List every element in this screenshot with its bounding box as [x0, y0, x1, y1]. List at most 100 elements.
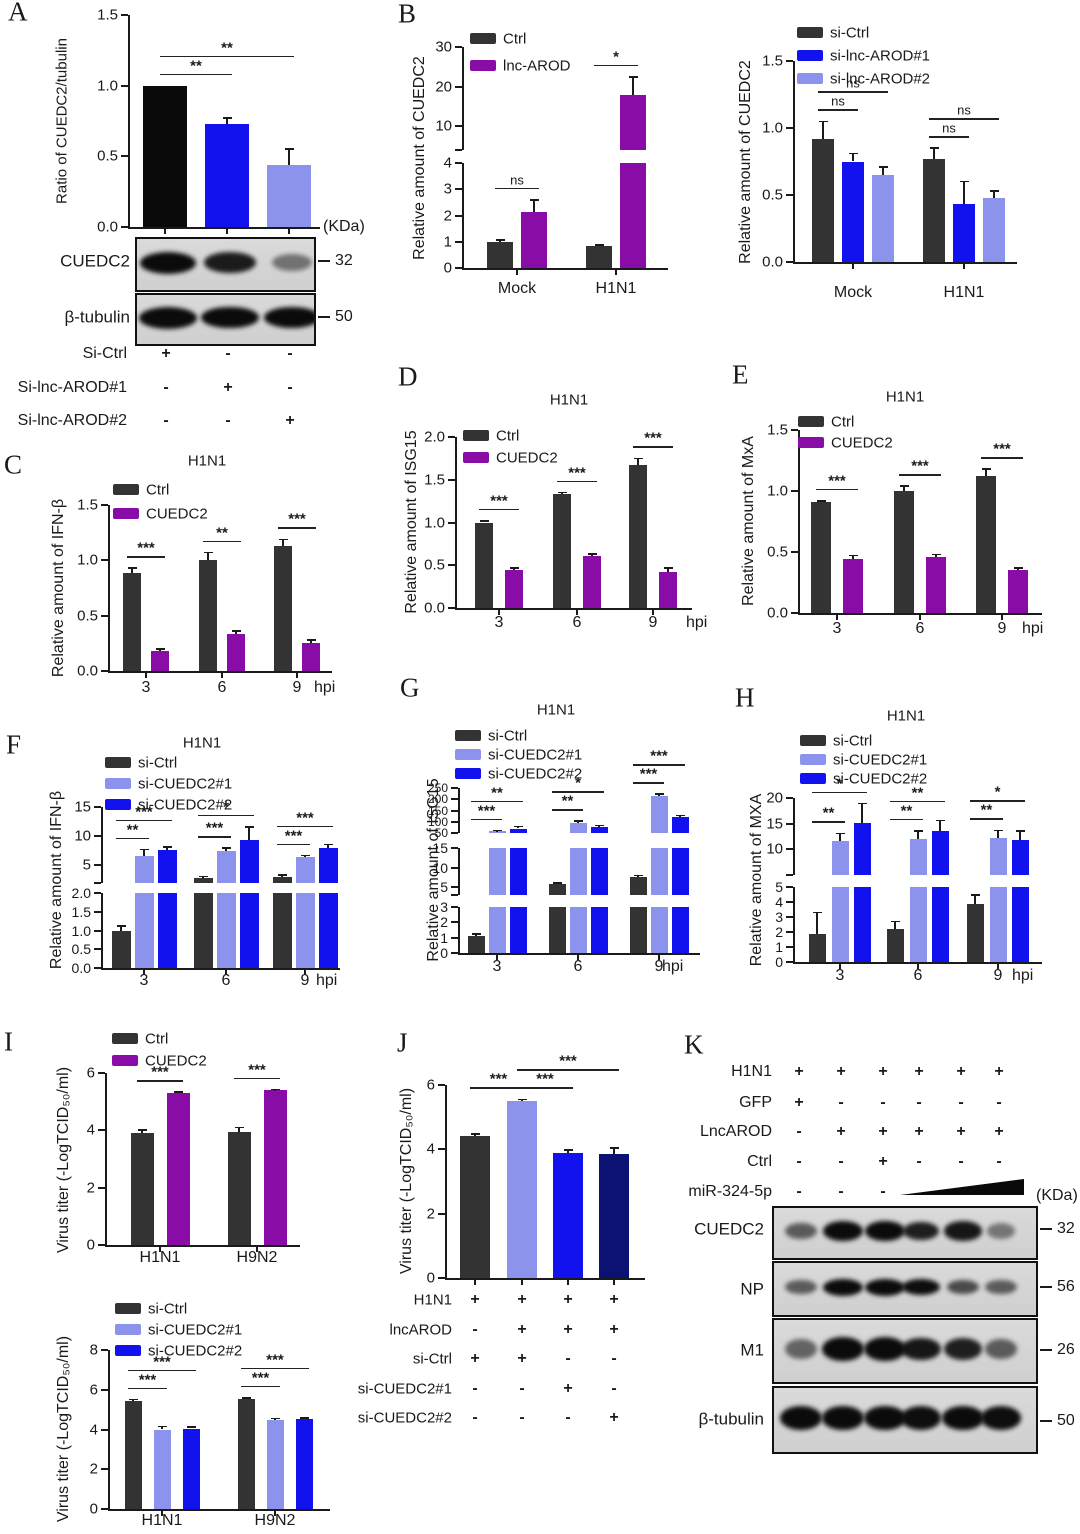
panel-F-y-tick-label: 0.5 [71, 941, 91, 958]
panel-C-error-bar [159, 648, 161, 652]
panel-I2-bar [266, 1419, 284, 1509]
panel-K-blots-marker-label: 50 [1057, 1412, 1075, 1429]
panel-J-y-tick-label: 6 [426, 1076, 435, 1094]
panel-I2-x-tick [274, 1511, 276, 1516]
panel-B1-y-tick-label: 10 [435, 117, 452, 135]
panel-C-x-tick [221, 673, 223, 678]
panel-I1-y-axis-label: Virus titer (-LogTCID₅₀/ml) [55, 1066, 72, 1254]
panel-A-conditions-row-label: Si-lnc-AROD#2 [17, 412, 127, 429]
panel-B2-sig-label: ns [846, 75, 860, 91]
panel-I2-y-tick [101, 1388, 108, 1391]
panel-J-conditions-row-label: lncAROD [389, 1321, 452, 1339]
panel-F-y-axis-label: Relative amount of IFN-β [48, 790, 65, 970]
panel-D-category-label: 9 [648, 614, 658, 631]
panel-H-y-tick [786, 931, 793, 933]
panel-B2-x-tick [852, 264, 854, 269]
panel-F-legend-swatch [105, 757, 131, 768]
panel-C-y-axis-label: Relative amount of IFN-β [50, 498, 67, 678]
panel-C-y-tick [101, 614, 108, 617]
panel-E-x-axis-unit-label: hpi [1022, 620, 1044, 637]
panel-D-sig-line [633, 446, 673, 448]
panel-C-bar [123, 572, 141, 671]
panel-I2-y-tick-label: 6 [89, 1381, 98, 1399]
panel-K-blots-band [946, 1279, 980, 1295]
panel-D-x-tick [652, 610, 654, 615]
panel-G-error-bar-cap [573, 820, 583, 822]
panel-F-x-tick [304, 970, 306, 975]
panel-F-error-bar-cap [139, 848, 149, 851]
panel-H-error-bar [839, 833, 841, 841]
panel-F-sig-label: * [223, 798, 229, 816]
panel-B2-category-label: H1N1 [943, 284, 985, 301]
panel-H-error-bar [861, 803, 863, 824]
panel-H-bar [831, 887, 849, 962]
panel-I1-legend-swatch [112, 1033, 138, 1044]
panel-A-blots-band [204, 252, 256, 273]
panel-G-y-tick [451, 936, 458, 939]
panel-E-x-axis [798, 613, 1042, 615]
panel-letter-A: A [8, 0, 28, 27]
panel-A-blots-protein-label: β-tubulin [64, 307, 130, 327]
panel-E-error-bar [935, 554, 937, 557]
panel-G-y-tick [451, 798, 458, 801]
panel-G-sig-label: *** [650, 747, 668, 765]
panel-G-y-axis [458, 907, 460, 953]
panel-letter-I: I [4, 1026, 13, 1057]
panel-C-sig-line [278, 527, 316, 529]
panel-H-y-tick [786, 797, 793, 799]
panel-J-error-bar-cap [609, 1146, 619, 1149]
panel-H-bar [931, 830, 949, 875]
panel-I2-error-bar-cap [299, 1416, 309, 1419]
panel-E-error-bar-cap [848, 554, 858, 557]
panel-J-conditions-row-label: si-CUEDC2#1 [357, 1380, 452, 1398]
panel-I1-y-tick-label: 0 [86, 1236, 95, 1254]
panel-K-conditions-cell: - [796, 1183, 802, 1200]
panel-C-error-bar-cap [231, 630, 241, 632]
panel-J-conditions-cell: - [565, 1409, 571, 1426]
panel-I2-sig-line [128, 1369, 196, 1372]
panel-C-legend-label: CUEDC2 [146, 505, 208, 523]
panel-F-error-bar [248, 826, 250, 840]
panel-E-legend-swatch [798, 416, 824, 427]
panel-B1-y-tick-label: 0 [443, 259, 452, 277]
panel-letter-B: B [398, 0, 417, 29]
panel-letter-E: E [732, 359, 749, 390]
panel-K-conditions-cell: + [878, 1123, 888, 1140]
panel-F-y-tick [94, 892, 101, 894]
panel-G-y-tick-label: 0 [440, 945, 448, 961]
panel-H-y-tick-label: 15 [766, 815, 783, 833]
panel-J-sig-line [470, 1087, 527, 1090]
panel-A-blots-marker-dash [318, 316, 330, 318]
panel-G-y-axis [458, 788, 460, 833]
panel-E-bar [976, 476, 996, 613]
panel-H-title: H1N1 [886, 707, 926, 725]
panel-F-legend-label: si-Ctrl [138, 754, 178, 772]
panel-C-category-label: 3 [141, 679, 151, 696]
panel-H-sig-label: ** [980, 801, 993, 819]
panel-G-legend-swatch [455, 768, 481, 779]
panel-H-x-tick [839, 964, 841, 969]
panel-F-x-axis [101, 968, 340, 970]
panel-J-x-tick [567, 1280, 569, 1285]
panel-B1-y-tick-label: 3 [443, 180, 452, 198]
panel-K-conditions-cell: - [796, 1123, 802, 1140]
panel-J-sig-line [517, 1087, 573, 1090]
panel-E-bar [894, 491, 914, 613]
panel-D-x-tick [576, 610, 578, 615]
panel-D-error-bar-cap [633, 457, 643, 460]
panel-A-y-tick [121, 226, 128, 228]
panel-A-conditions-cell: + [223, 379, 233, 396]
panel-D-bar [659, 572, 677, 608]
panel-E-error-bar [985, 469, 987, 477]
panel-H-axis-break-tick [786, 874, 793, 876]
panel-K-blots-protein-label: CUEDC2 [694, 1219, 764, 1239]
panel-H-error-bar-cap [993, 829, 1003, 832]
panel-F-sig-label: *** [205, 819, 224, 837]
panel-I1-y-tick-label: 4 [86, 1121, 95, 1139]
panel-K-blots-band [942, 1406, 984, 1430]
panel-I1-bar [263, 1090, 287, 1245]
panel-J-x-tick [521, 1280, 523, 1285]
panel-B1-category-label: Mock [497, 280, 537, 297]
panel-K-conditions-cell: - [916, 1094, 922, 1111]
panel-J-y-tick-label: 2 [426, 1205, 435, 1223]
